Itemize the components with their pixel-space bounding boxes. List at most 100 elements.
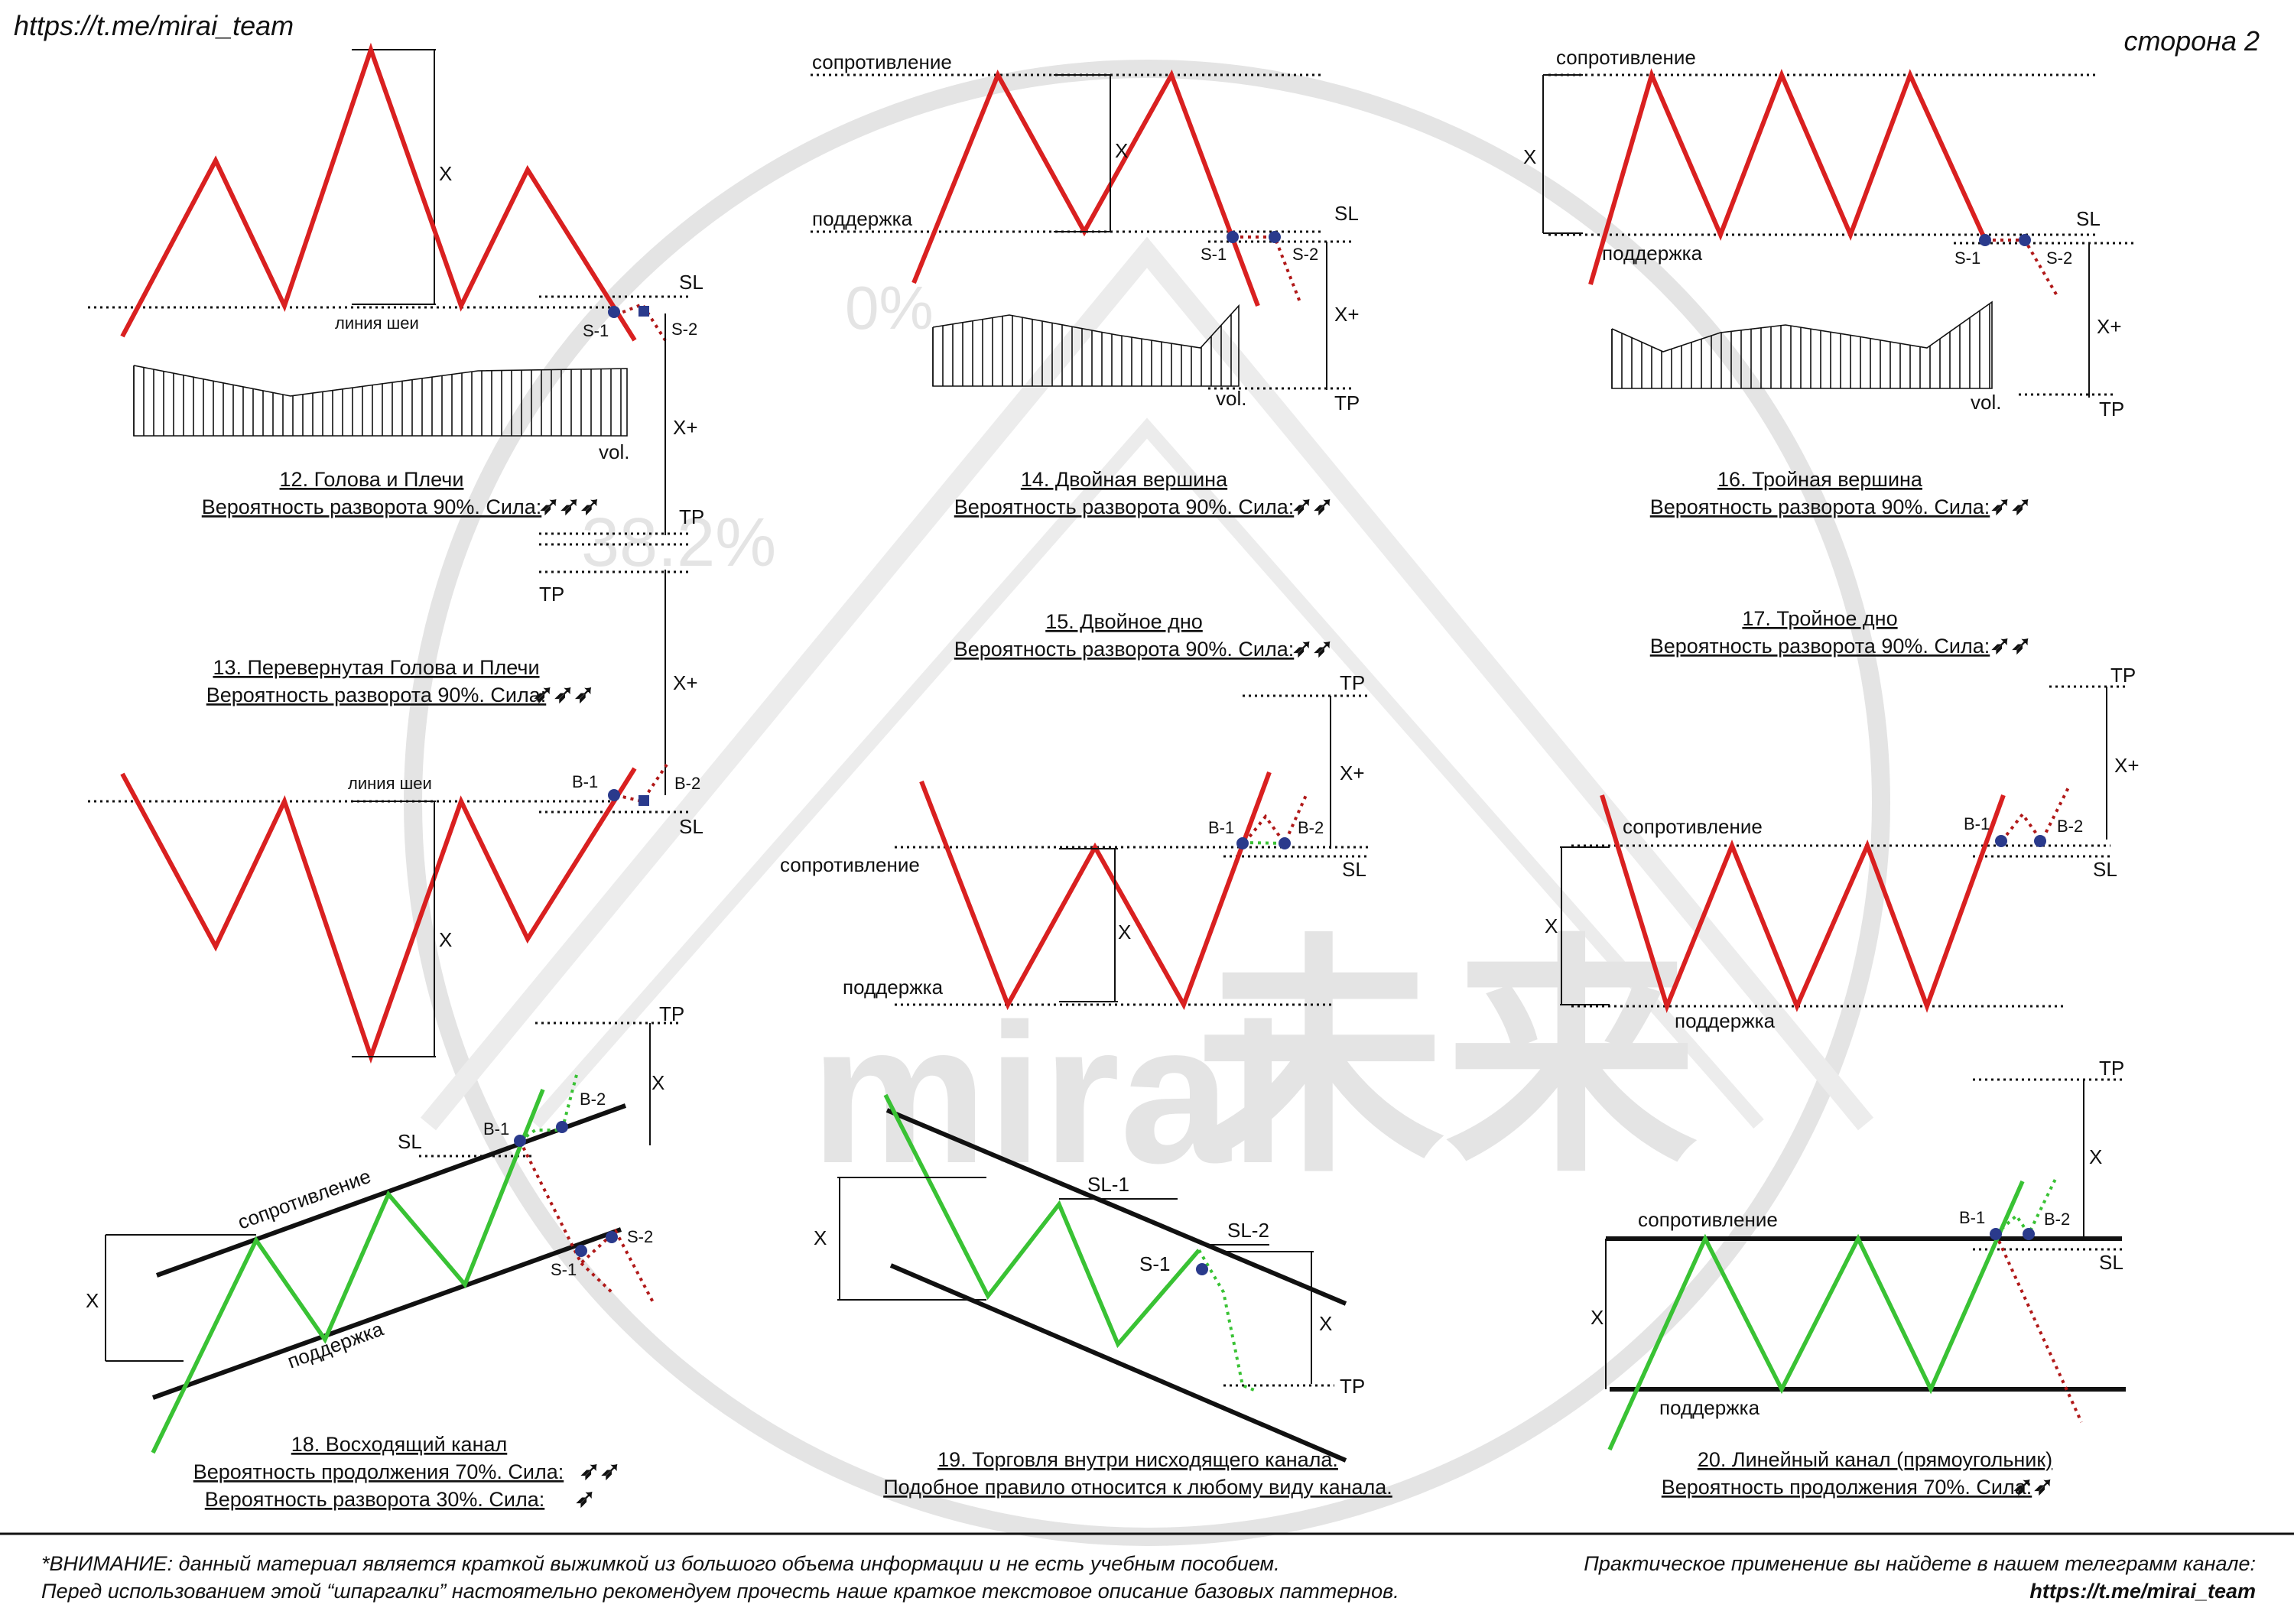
p13-x-label: X — [439, 928, 452, 951]
p12-title: 12. Голова и Плечи — [280, 468, 464, 491]
p16-sl: SL — [2076, 207, 2101, 230]
p19-title: 19. Торговля внутри нисходящего канала. — [937, 1448, 1338, 1471]
p17-xplus: X+ — [2114, 754, 2140, 777]
p15-support: поддержка — [843, 976, 944, 999]
p19-sl2: SL-2 — [1227, 1219, 1269, 1242]
p16-volume-bars — [1611, 300, 1993, 389]
p20-x-label-right: X — [2089, 1145, 2102, 1168]
p16-xplus: X+ — [2097, 315, 2122, 338]
p12-xplus: X+ — [673, 416, 698, 439]
p14-title: 14. Двойная вершина — [1021, 468, 1228, 491]
p18-prob: Вероятность продолжения 70%. Сила: — [193, 1460, 564, 1483]
pattern-12-head-and-shoulders: X S-1 S-2 SL линия шеи X+ TP vol. 12. Го… — [88, 42, 704, 535]
p13-b2: B-2 — [674, 774, 700, 793]
p17-b2: B-2 — [2057, 817, 2083, 836]
p18-strength-icons: ➶➶ — [580, 1457, 621, 1484]
p16-resistance: сопротивление — [1556, 46, 1696, 69]
p12-neckline: линия шеи — [335, 313, 419, 333]
p14-tp: TP — [1334, 391, 1360, 414]
p15-title: 15. Двойное дно — [1045, 610, 1203, 633]
footer-promo-link[interactable]: https://t.me/mirai_team — [2029, 1580, 2256, 1603]
p18-s2-point — [606, 1231, 618, 1243]
p17-prob: Вероятность разворота 90%. Сила: — [1650, 635, 1990, 658]
p15-xplus: X+ — [1340, 762, 1365, 784]
p12-sl: SL — [679, 271, 703, 294]
p20-sl: SL — [2099, 1251, 2123, 1274]
footer-note-line2: Перед использованием этой “шпаргалки” на… — [41, 1580, 1399, 1603]
mirai-watermark: mirai 未来 0% 38.2% — [404, 60, 1890, 1546]
p17-sl: SL — [2093, 858, 2117, 881]
pattern-18-ascending-channel: TP X SL сопротивление поддержка B-1 B-2 … — [86, 1002, 684, 1512]
page-number: сторона 2 — [2123, 25, 2260, 57]
p18-x-label: X — [86, 1289, 99, 1312]
p18-s1-point — [575, 1245, 587, 1257]
p18-b2: B-2 — [580, 1090, 606, 1109]
p18-tp: TP — [659, 1002, 684, 1025]
p16-vol: vol. — [1971, 391, 2001, 414]
p13-prob: Вероятность разворота 90%. Сила: — [206, 684, 547, 706]
p20-b2-point — [2023, 1228, 2035, 1240]
footer-note-line1: *ВНИМАНИЕ: данный материал является крат… — [41, 1552, 1280, 1575]
p13-neckline: линия шеи — [348, 774, 432, 793]
pattern-17-triple-bottom: 17. Тройное дно Вероятность разворота 90… — [1545, 607, 2140, 1032]
p14-x-label: X — [1115, 139, 1128, 162]
p19-prob: Подобное правило относится к любому виду… — [883, 1476, 1392, 1499]
p16-strength-icons: ➶➶ — [1990, 492, 2032, 519]
p12-s1: S-1 — [583, 321, 609, 340]
p17-x-label: X — [1545, 914, 1558, 937]
p18-strength2-icons: ➶ — [575, 1484, 596, 1512]
p13-strength-icons: ➶➶➶ — [533, 680, 594, 707]
p15-b2-point — [1279, 837, 1291, 849]
p16-s1-point — [1979, 234, 1991, 246]
p12-tp: TP — [679, 505, 704, 528]
p16-x-label: X — [1523, 145, 1536, 168]
pattern-16-triple-top: сопротивление поддержка SL S-1 S-2 X X+ … — [1523, 46, 2133, 519]
p15-x-label: X — [1118, 921, 1131, 944]
p18-b1: B-1 — [483, 1119, 509, 1138]
p13-b1: B-1 — [572, 772, 598, 791]
p18-sl: SL — [398, 1130, 422, 1153]
p20-tp: TP — [2099, 1057, 2124, 1080]
p17-b1-point — [1995, 835, 2007, 847]
p12-volume-bars — [133, 365, 628, 437]
footer-promo-line1: Практическое применение вы найдете в наш… — [1584, 1552, 2256, 1575]
p15-b1: B-1 — [1208, 818, 1234, 837]
p14-sl: SL — [1334, 202, 1359, 225]
p16-s2-point — [2019, 234, 2031, 246]
p20-resistance: сопротивление — [1638, 1208, 1778, 1231]
p13-b2-point — [638, 795, 649, 806]
p12-vol: vol. — [599, 440, 629, 463]
watermark-kanji: 未来 — [1193, 918, 1698, 1200]
p17-b2-point — [2034, 835, 2046, 847]
p18-title: 18. Восходящий канал — [291, 1433, 508, 1456]
p12-prob: Вероятность разворота 90%. Сила: — [202, 495, 542, 518]
p16-support: поддержка — [1602, 242, 1703, 265]
header-link[interactable]: https://t.me/mirai_team — [14, 10, 294, 41]
p20-b1-point — [1990, 1228, 2002, 1240]
p16-prob: Вероятность разворота 90%. Сила: — [1650, 495, 1990, 518]
p20-title: 20. Линейный канал (прямоугольник) — [1698, 1448, 2052, 1471]
p15-strength-icons: ➶➶ — [1292, 634, 1334, 661]
pattern-20-rectangle-channel: TP X SL сопротивление поддержка B-1 B-2 … — [1591, 1057, 2126, 1499]
p12-s2: S-2 — [671, 320, 697, 339]
p16-s1: S-1 — [1954, 248, 1980, 268]
pattern-15-double-bottom: 15. Двойное дно Вероятность разворота 90… — [780, 610, 1369, 1011]
pattern-13-inverse-head-and-shoulders: TP X+ 13. Перевернутая Голова и Плечи Ве… — [88, 543, 703, 1064]
p15-sl: SL — [1342, 858, 1366, 881]
p17-strength-icons: ➶➶ — [1990, 631, 2032, 658]
p17-tp: TP — [2110, 664, 2136, 687]
pattern-19-descending-channel: S-1 SL-1 SL-2 X TP X 19. Торговля внутри… — [814, 1093, 1392, 1499]
p13-xplus: X+ — [673, 671, 698, 694]
p18-prob2: Вероятность разворота 30%. Сила: — [205, 1488, 545, 1511]
p13-title: 13. Перевернутая Голова и Плечи — [213, 656, 539, 679]
watermark-fib-0: 0% — [845, 274, 934, 342]
p16-tp: TP — [2099, 398, 2124, 421]
p17-resistance: сопротивление — [1623, 815, 1763, 838]
p19-s1-point — [1196, 1263, 1208, 1275]
p14-s2-point — [1269, 231, 1281, 243]
p20-support: поддержка — [1659, 1396, 1760, 1419]
p19-s1: S-1 — [1139, 1252, 1170, 1275]
p12-s1-point — [608, 306, 620, 318]
p14-s2: S-2 — [1292, 245, 1318, 264]
